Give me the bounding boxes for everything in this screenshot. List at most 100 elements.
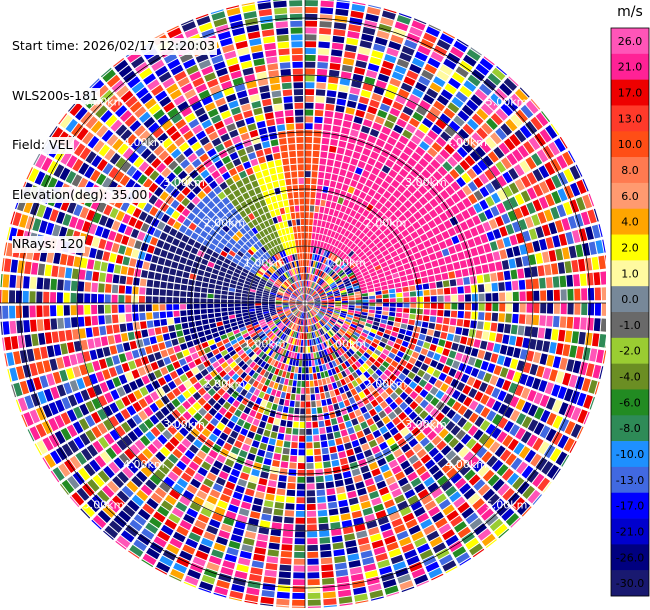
range-gate [272,460,280,467]
range-gate [305,164,311,171]
range-gate [513,442,525,455]
range-gate [41,157,53,172]
range-gate [112,138,124,151]
range-gate [118,452,131,465]
range-gate [305,95,314,102]
range-gate [539,277,546,289]
range-gate [410,297,417,302]
range-gate [373,474,384,483]
range-gate [461,142,473,154]
range-gate [276,591,290,599]
range-gate [281,544,293,551]
range-gate [285,271,290,278]
range-gate [306,305,311,310]
range-gate [212,483,224,493]
range-gate [91,236,100,248]
range-gate [512,149,524,162]
range-gate [259,280,266,286]
range-gate [230,339,238,345]
range-gate [375,510,387,519]
range-gate [377,186,386,195]
range-gate [400,323,408,330]
range-gate [319,320,325,326]
range-gate [367,393,375,402]
range-gate [342,414,350,422]
range-gate [418,158,429,168]
range-gate [124,247,133,257]
range-gate [375,220,383,228]
range-gate [323,316,329,322]
range-gate [307,298,313,302]
range-gate [395,312,403,318]
range-gate [320,557,333,565]
range-gate [418,185,428,195]
range-gate [174,317,181,324]
range-gate [173,562,187,574]
range-gate [238,449,248,458]
range-gate [527,419,539,432]
range-gate [306,490,316,497]
range-gate [186,433,196,443]
range-gate [275,261,281,268]
range-gate [517,481,530,495]
range-gate [437,310,444,317]
range-gate [224,342,232,349]
range-gate [253,356,261,363]
range-gate [137,231,146,241]
range-gate [520,431,532,444]
range-gate [571,407,582,421]
range-gate [425,112,437,123]
range-gate [19,214,29,228]
range-gate [396,118,407,128]
range-gate [179,256,187,265]
range-gate [311,325,314,332]
range-gate [503,138,516,151]
range-gate [323,605,337,608]
range-gate [411,57,425,68]
range-gate [370,151,379,160]
range-gate [524,449,536,463]
range-gate [427,129,439,141]
range-gate [52,467,65,481]
range-gate [99,381,109,393]
range-gate [305,232,308,239]
range-gate [242,309,249,313]
range-gate [248,386,256,394]
range-gate [316,277,321,284]
range-gate [220,266,228,273]
range-gate [292,599,305,606]
range-gate [87,135,100,149]
range-gate [357,323,365,329]
range-gate [324,315,330,320]
range-gate [213,224,221,233]
range-gate [214,586,229,596]
range-gate [307,300,314,303]
range-gate [244,594,259,603]
range-gate [402,106,414,116]
range-gate [269,266,276,272]
range-gate [305,374,309,381]
range-gate [81,503,95,518]
range-gate [434,379,443,389]
range-gate [342,199,350,207]
range-gate [244,265,251,271]
range-gate [309,318,312,325]
range-gate [504,324,511,334]
range-gate [183,328,190,336]
range-gate [307,312,310,318]
range-gate [331,459,340,467]
range-gate [397,224,406,233]
range-gate [266,401,273,409]
range-gate [116,535,131,548]
range-gate [248,297,255,301]
range-gate [306,428,312,435]
range-gate [210,369,218,378]
range-gate [409,117,420,128]
range-gate [351,80,362,89]
range-gate [117,143,129,155]
range-gate [326,355,331,362]
range-gate [305,171,311,178]
range-gate [544,382,554,395]
range-gate [203,402,212,412]
range-gate [78,418,90,431]
